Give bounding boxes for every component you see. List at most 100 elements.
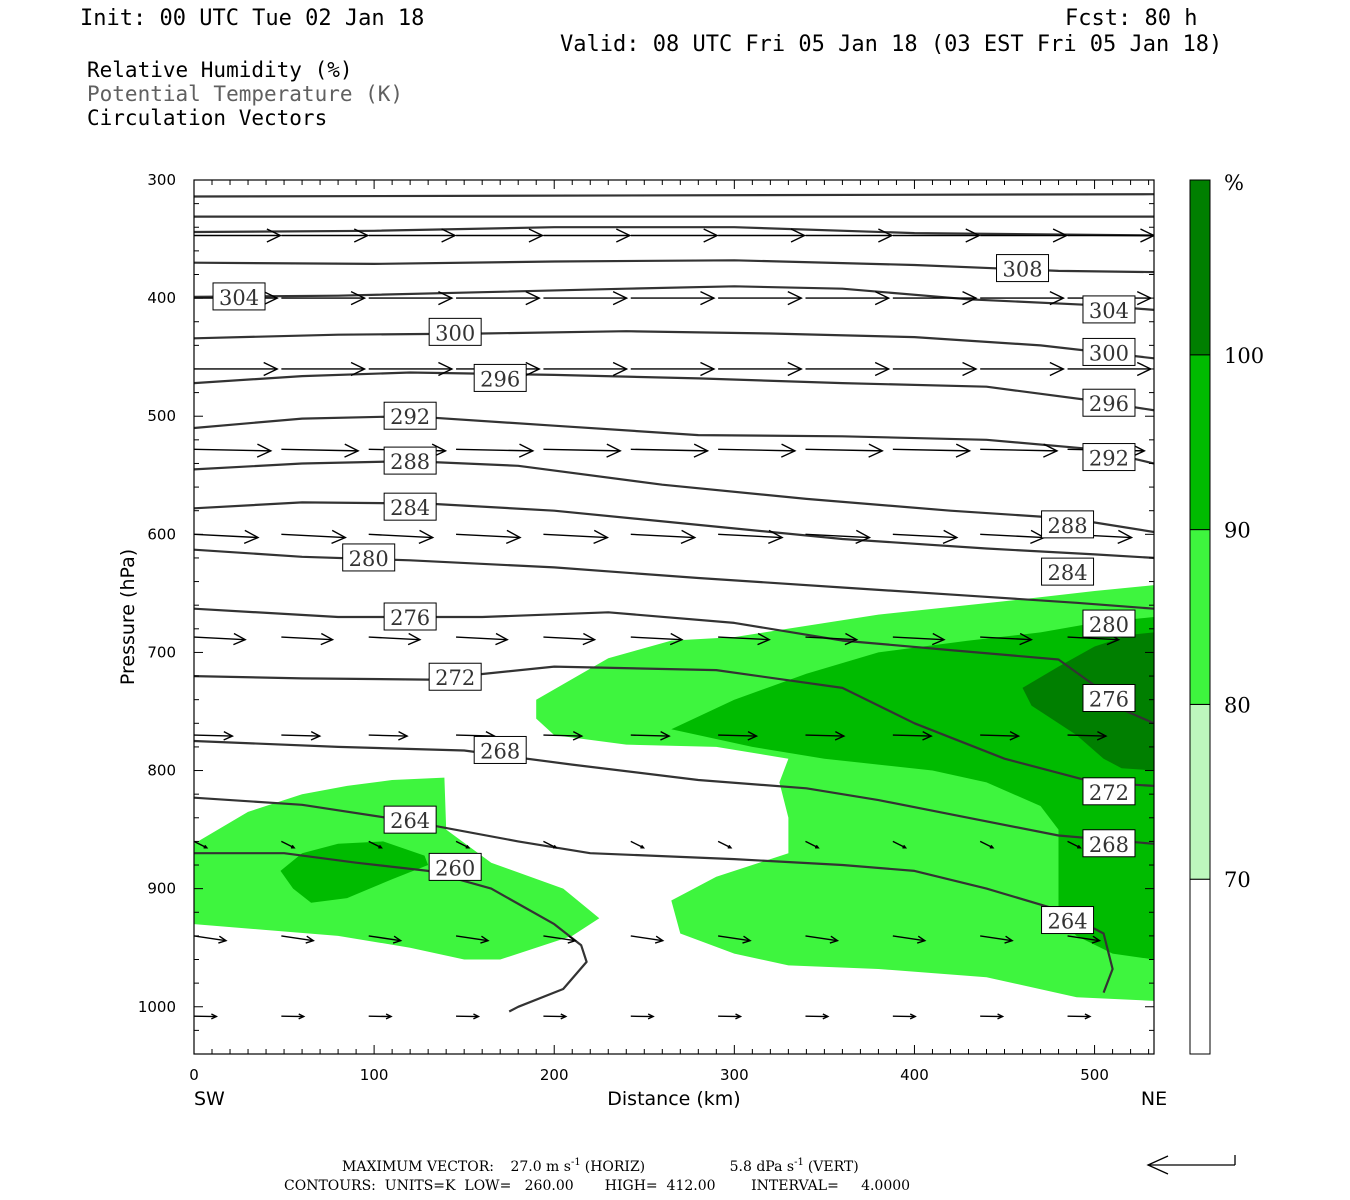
contour-label: 296 <box>473 363 527 392</box>
vector-head <box>606 443 622 458</box>
vector-head <box>942 529 959 545</box>
contour-label-text: 264 <box>390 809 430 833</box>
contour-label: 272 <box>428 662 482 691</box>
contour-label: 280 <box>1082 609 1136 638</box>
contour-label-text: 296 <box>1089 392 1129 416</box>
vector-head <box>223 731 235 741</box>
vector-arrow <box>980 731 1021 741</box>
vector-head <box>1096 731 1108 741</box>
theta-line-272 <box>194 665 1154 787</box>
vector-head <box>647 1013 655 1020</box>
contour-label-box <box>473 735 527 764</box>
vector-arrow <box>281 1013 306 1020</box>
vector-head <box>233 632 247 646</box>
contour-label-box <box>342 543 396 572</box>
vector-shaft <box>543 734 582 737</box>
vector-head <box>263 290 279 306</box>
vector-arrow <box>543 290 629 306</box>
contour-label-box <box>383 805 437 834</box>
vector-arrow <box>281 935 315 944</box>
vector-head <box>815 844 820 849</box>
colorbar-segment <box>1189 179 1211 356</box>
vector-head <box>660 731 671 741</box>
vector-arrow <box>368 1013 393 1020</box>
vector-head <box>1077 844 1082 849</box>
contour-label-box <box>383 602 437 631</box>
vector-head <box>965 228 981 243</box>
vector-shaft <box>980 636 1032 641</box>
vector-shaft <box>892 935 925 942</box>
vector-arrow <box>718 529 784 545</box>
contour-label: 276 <box>1082 683 1136 712</box>
contour-label-text: 268 <box>480 739 520 763</box>
contour-label: 300 <box>428 317 482 346</box>
contour-label-box <box>428 662 482 691</box>
vector-head <box>829 935 840 944</box>
vector-arrow <box>892 632 946 646</box>
vector-head <box>441 228 457 243</box>
contour-label: 264 <box>383 805 437 834</box>
vector-head <box>528 228 545 243</box>
vector-head <box>727 844 733 849</box>
vector-head <box>902 844 908 849</box>
vector-head <box>962 361 978 377</box>
vector-shaft <box>980 935 1013 942</box>
contour-label-box <box>996 254 1050 283</box>
colorbar-level-label: 90 <box>1224 519 1251 543</box>
contour-label: 304 <box>1082 295 1136 324</box>
vector-head <box>518 443 535 458</box>
contour-label-box <box>383 492 437 521</box>
contour-label-text: 284 <box>1047 561 1087 585</box>
vector-shaft <box>805 533 870 539</box>
vector-head <box>310 731 322 741</box>
vector-head <box>495 632 509 646</box>
vector-arrow <box>805 632 859 646</box>
contour-label-text: 264 <box>1047 910 1087 934</box>
vector-arrow <box>455 935 490 944</box>
vector-arrow <box>980 529 1046 545</box>
vector-arrow <box>281 731 322 741</box>
field-title-theta: Potential Temperature (K) <box>87 82 403 106</box>
ne-end-label: NE <box>1141 1088 1167 1110</box>
vector-shaft <box>368 636 420 641</box>
vector-head <box>787 290 803 306</box>
theta-line-292 <box>194 415 1154 465</box>
field-title-vectors: Circulation Vectors <box>87 106 327 130</box>
vector-head <box>243 529 260 545</box>
x-tick-label: 400 <box>900 1066 929 1084</box>
vector-head <box>1009 731 1021 741</box>
sw-end-label: SW <box>194 1088 225 1110</box>
vector-shaft <box>980 533 1045 539</box>
x-axis-title: Distance (km) <box>607 1088 740 1110</box>
vector-arrow <box>892 1013 917 1020</box>
contour-label: 268 <box>1082 829 1136 858</box>
vector-head <box>1004 935 1014 944</box>
vector-head <box>438 290 454 306</box>
vector-head <box>553 844 558 849</box>
vector-head <box>962 290 978 306</box>
vector-arrow <box>194 361 279 377</box>
vector-arrow <box>368 361 454 377</box>
x-tick-label: 200 <box>540 1066 569 1084</box>
colorbar: 70 80 90 100 <box>1189 179 1264 1055</box>
vector-head <box>438 361 454 377</box>
vector-head <box>1049 290 1065 306</box>
vector-head <box>916 935 927 944</box>
vector-arrow <box>718 632 771 646</box>
vector-arrow <box>892 361 978 377</box>
vector-arrow <box>194 228 283 243</box>
vector-arrow <box>630 361 716 377</box>
vector-arrow <box>718 935 752 944</box>
vector-head <box>654 935 665 944</box>
vector-shaft <box>543 840 557 849</box>
contour-label: 284 <box>383 492 437 521</box>
vector-arrow <box>1067 840 1082 849</box>
vector-arrow <box>543 443 622 458</box>
forecast-hour: Fcst: 80 h <box>1065 6 1197 31</box>
vector-head <box>320 632 335 646</box>
colorbar-segment <box>1189 354 1211 531</box>
vector-shaft <box>456 448 533 452</box>
vector-head <box>922 731 933 741</box>
vector-shaft <box>805 935 838 942</box>
vector-arrow <box>194 1013 219 1020</box>
